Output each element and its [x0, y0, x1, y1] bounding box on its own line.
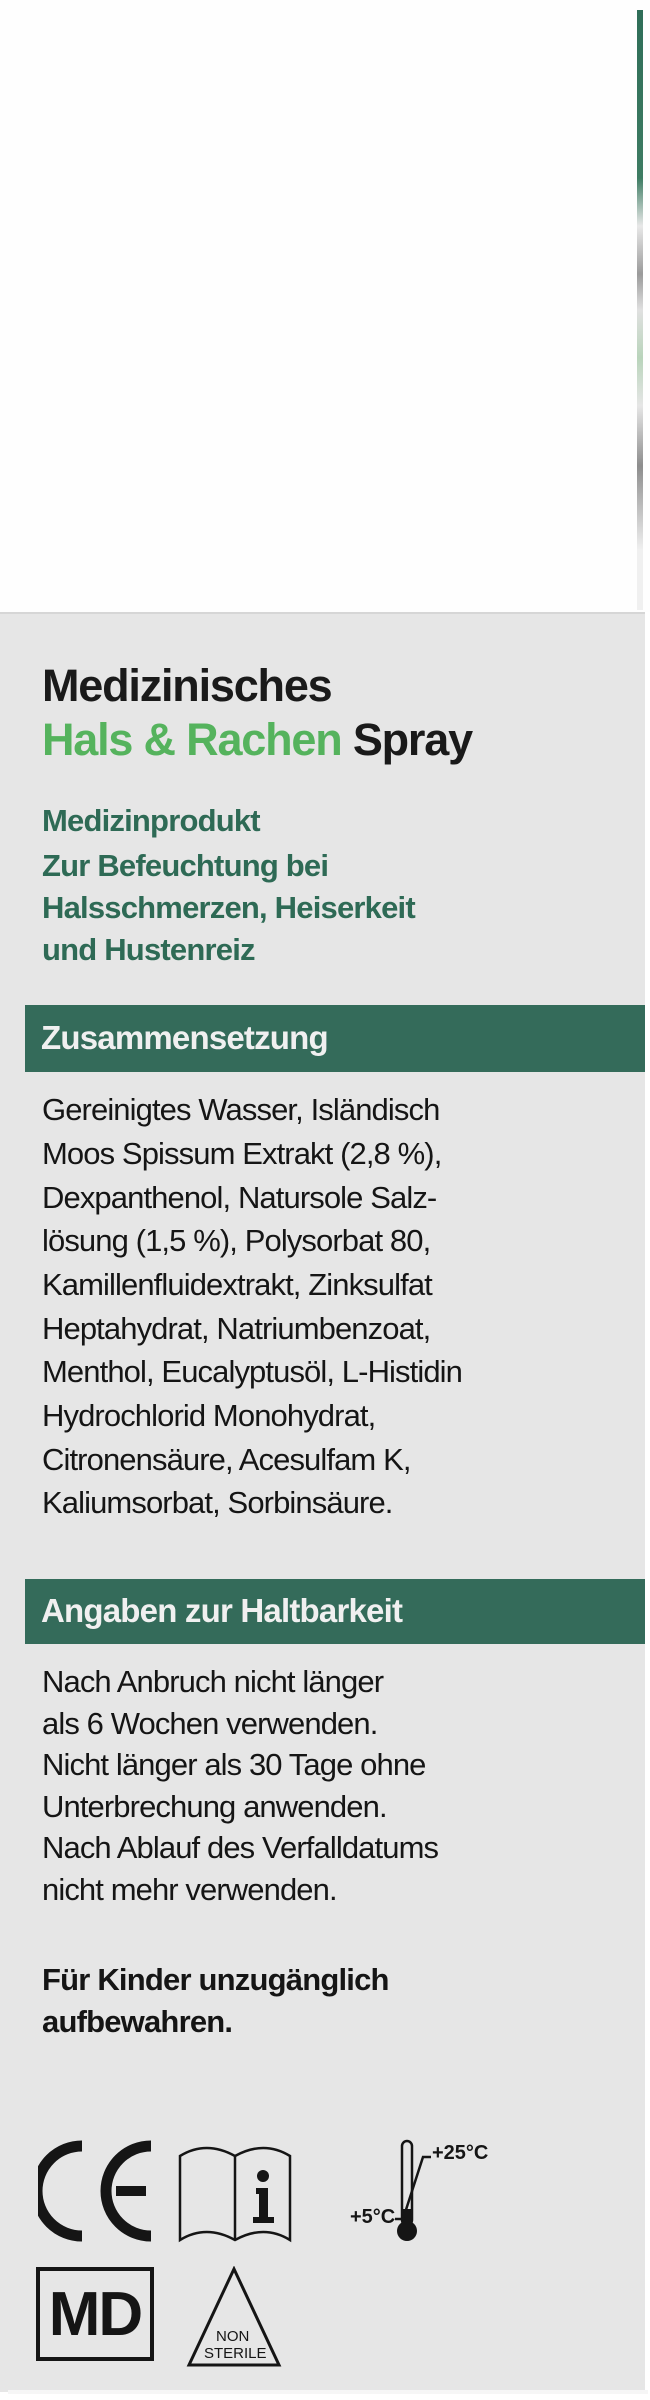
product-type: Medizinprodukt	[42, 803, 261, 838]
shelf-life-heading: Angaben zur Haltbarkeit	[41, 1592, 403, 1629]
title-suffix: Spray	[352, 714, 473, 765]
shelf-life-heading-bar: Angaben zur Haltbarkeit	[25, 1579, 645, 1644]
shelf-life-line: als 6 Wochen verwenden.	[42, 1706, 378, 1741]
title-line2: Hals & Rachen Spray	[42, 714, 473, 766]
composition-line: Citronensäure, Acesulfam K,	[42, 1442, 411, 1477]
md-label: MD	[48, 2279, 143, 2349]
medical-device-icon: MD	[36, 2267, 154, 2361]
thermometer-icon	[395, 2139, 431, 2241]
composition-line: Kamillenfluidextrakt, Zinksulfat	[42, 1267, 433, 1302]
non-sterile-icon	[186, 2266, 282, 2367]
composition-line: Moos Spissum Extrakt (2,8 %),	[42, 1136, 442, 1171]
package-top-face	[0, 0, 650, 612]
composition-line: Kaliumsorbat, Sorbinsäure.	[42, 1485, 393, 1520]
package-side-edge	[637, 10, 643, 610]
child-warning-line: aufbewahren.	[42, 2004, 233, 2039]
composition-line: Dexpanthenol, Natursole Salz-	[42, 1180, 437, 1215]
composition-line: Hydrochlorid Monohydrat,	[42, 1398, 376, 1433]
shelf-life-line: Nicht länger als 30 Tage ohne	[42, 1747, 426, 1782]
purpose-line: Halsschmerzen, Heiserkeit	[42, 890, 416, 925]
composition-line: Gereinigtes Wasser, Isländisch	[42, 1092, 440, 1127]
package-bottom-edge	[8, 2390, 648, 2394]
non-sterile-label-1: NON	[216, 2328, 250, 2345]
temperature-min: +5°C	[350, 2206, 396, 2228]
composition-line: Menthol, Eucalyptusöl, L-Histidin	[42, 1354, 463, 1389]
composition-line: lösung (1,5 %), Polysorbat 80,	[42, 1223, 431, 1258]
package-side-panel	[0, 612, 645, 2392]
purpose-line: und Hustenreiz	[42, 932, 256, 967]
purpose-line: Zur Befeuchtung bei	[42, 848, 329, 883]
title-line1: Medizinisches	[42, 660, 333, 711]
ce-mark-icon	[38, 2140, 152, 2242]
child-warning-line: Für Kinder unzugänglich	[42, 1962, 390, 1997]
temperature-max: +25°C	[432, 2142, 489, 2164]
shelf-life-line: nicht mehr verwenden.	[42, 1872, 338, 1907]
composition-heading-bar: Zusammensetzung	[25, 1005, 645, 1072]
shelf-life-line: Nach Anbruch nicht länger	[42, 1664, 384, 1699]
instructions-for-use-icon	[178, 2146, 292, 2243]
composition-line: Heptahydrat, Natriumbenzoat,	[42, 1311, 431, 1346]
title-highlight: Hals & Rachen	[42, 714, 343, 765]
composition-heading: Zusammensetzung	[41, 1019, 329, 1056]
non-sterile-label-2: STERILE	[204, 2345, 267, 2362]
shelf-life-line: Nach Ablauf des Verfalldatums	[42, 1830, 439, 1865]
shelf-life-line: Unterbrechung anwenden.	[42, 1789, 388, 1824]
